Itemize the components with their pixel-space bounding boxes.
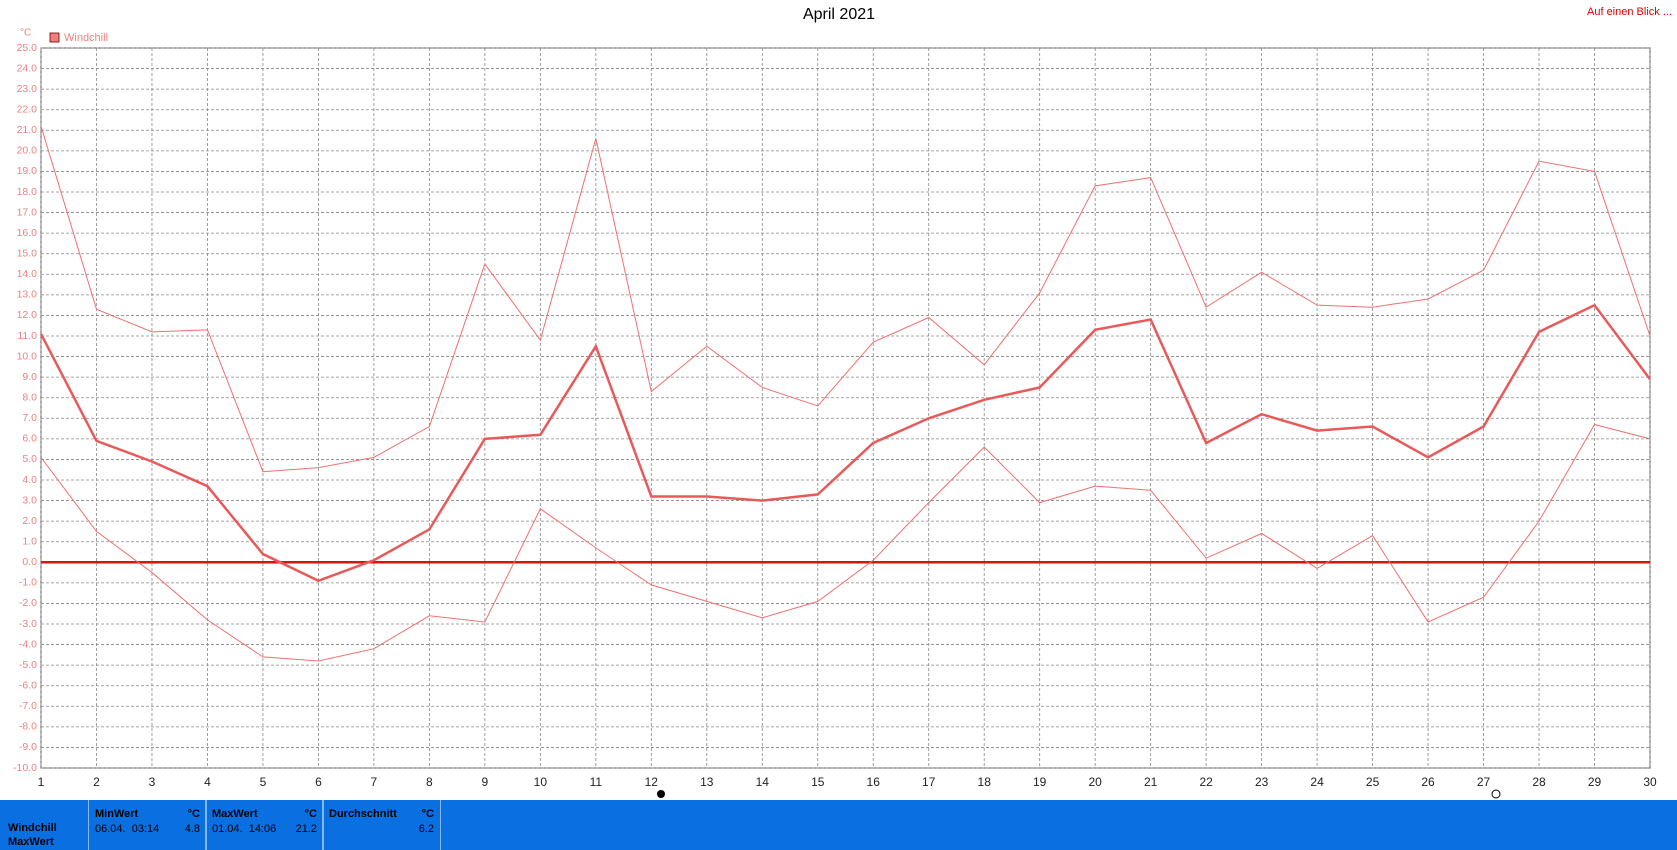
y-tick-label: 25.0 — [17, 42, 38, 54]
y-tick-label: 5.0 — [22, 453, 37, 465]
x-tick-label: 15 — [811, 775, 825, 789]
data-line — [40, 423, 1651, 662]
y-tick-label: 10.0 — [17, 350, 38, 362]
y-tick-label: 8.0 — [22, 391, 37, 403]
y-tick-label: 11.0 — [17, 330, 37, 342]
x-tick-label: 16 — [867, 775, 881, 789]
link[interactable]: Auf einen Blick ... — [1587, 6, 1672, 18]
data-line — [40, 126, 1651, 473]
y-tick-label: -3.0 — [19, 618, 37, 630]
column-value: 6.2 — [418, 823, 434, 835]
moon-icon — [1491, 789, 1501, 799]
y-tick-label: -10.0 — [13, 762, 37, 774]
chart: April 2021 Auf einen Blick ... °C Windch… — [13, 6, 1672, 799]
x-tick-label: 26 — [1421, 775, 1435, 789]
y-tick-label: 13.0 — [17, 289, 38, 301]
y-tick-label: 0.0 — [22, 556, 37, 568]
x-tick-label: 25 — [1366, 775, 1380, 789]
x-tick-label: 2 — [93, 775, 100, 789]
column-date: 01.04. 14:06 — [212, 823, 277, 835]
unit-label: °C — [20, 28, 31, 39]
y-tick-label: 19.0 — [17, 165, 38, 177]
x-tick-label: 6 — [315, 775, 322, 789]
x-tick-label: 10 — [534, 775, 548, 789]
x-tick-label: 21 — [1144, 775, 1158, 789]
y-tick-label: -8.0 — [19, 721, 37, 733]
x-tick-label: 13 — [700, 775, 714, 789]
x-tick-label: 18 — [978, 775, 992, 789]
y-tick-label: 9.0 — [22, 371, 37, 383]
plot-area — [40, 47, 1651, 769]
x-tick-label: 7 — [371, 775, 378, 789]
x-tick-label: 8 — [426, 775, 433, 789]
x-tick-label: 19 — [1033, 775, 1047, 789]
moon-icon — [657, 790, 665, 798]
x-tick-label: 14 — [756, 775, 770, 789]
y-tick-label: 12.0 — [17, 309, 38, 321]
column-title: MinWert — [95, 808, 139, 820]
y-tick-label: 7.0 — [22, 412, 37, 424]
y-tick-label: 18.0 — [17, 186, 38, 198]
column-title: Durchschnitt — [329, 808, 397, 820]
y-tick-label: -7.0 — [19, 700, 37, 712]
x-tick-label: 5 — [260, 775, 267, 789]
column-unit: °C — [304, 808, 317, 820]
row-label: MaxWert — [8, 836, 54, 848]
y-tick-label: 3.0 — [22, 494, 37, 506]
stats-bar: Windchill MaxWert MinWert °C 06.04. 03:14 4.8… — [0, 800, 1677, 850]
y-tick-label: 14.0 — [17, 268, 38, 280]
column-title: MaxWert — [212, 808, 258, 820]
stats-column: Durchschnitt °C 6.2 — [322, 800, 441, 850]
x-tick-label: 12 — [645, 775, 659, 789]
y-tick-label: 16.0 — [17, 227, 38, 239]
legend-label: Windchill — [64, 32, 108, 44]
y-tick-label: 2.0 — [22, 515, 37, 527]
stats-column: MaxWert °C 01.04. 14:06 21.2 — [205, 800, 324, 850]
chart-title: April 2021 — [803, 6, 875, 23]
column-value: 21.2 — [295, 823, 317, 835]
x-tick-label: 20 — [1088, 775, 1102, 789]
y-tick-label: 15.0 — [17, 247, 38, 259]
y-tick-label: -9.0 — [19, 741, 37, 753]
column-unit: °C — [187, 808, 200, 820]
y-tick-label: -6.0 — [19, 679, 37, 691]
x-tick-label: 9 — [482, 775, 489, 789]
y-tick-label: 23.0 — [17, 83, 38, 95]
row-label: Windchill — [8, 822, 57, 834]
x-tick-label: 23 — [1255, 775, 1269, 789]
x-tick-label: 1 — [38, 775, 45, 789]
x-tick-label: 11 — [590, 775, 603, 789]
x-tick-label: 24 — [1310, 775, 1324, 789]
y-tick-label: -1.0 — [19, 577, 37, 589]
x-tick-label: 17 — [922, 775, 936, 789]
y-tick-label: 24.0 — [17, 62, 38, 74]
x-tick-label: 27 — [1477, 775, 1491, 789]
x-tick-label: 22 — [1199, 775, 1213, 789]
y-tick-label: -2.0 — [19, 597, 37, 609]
column-unit: °C — [421, 808, 434, 820]
y-tick-label: -5.0 — [19, 659, 37, 671]
column-date: 06.04. 03:14 — [95, 823, 160, 835]
y-tick-label: 17.0 — [17, 206, 38, 218]
x-tick-label: 28 — [1532, 775, 1546, 789]
y-tick-label: 6.0 — [22, 433, 37, 445]
y-tick-label: 1.0 — [22, 535, 37, 547]
x-tick-label: 3 — [149, 775, 156, 789]
y-tick-label: -4.0 — [19, 638, 37, 650]
y-tick-label: 21.0 — [17, 124, 38, 136]
x-tick-label: 4 — [204, 775, 211, 789]
y-tick-label: 22.0 — [17, 103, 38, 115]
x-tick-label: 30 — [1643, 775, 1657, 789]
data-line — [39, 303, 1652, 583]
stats-column: MinWert °C 06.04. 03:14 4.8 — [88, 800, 207, 850]
legend-swatch — [49, 32, 60, 43]
column-value: 4.8 — [184, 823, 200, 835]
y-tick-label: 4.0 — [22, 474, 37, 486]
y-tick-label: 20.0 — [17, 145, 38, 157]
x-tick-label: 29 — [1588, 775, 1602, 789]
